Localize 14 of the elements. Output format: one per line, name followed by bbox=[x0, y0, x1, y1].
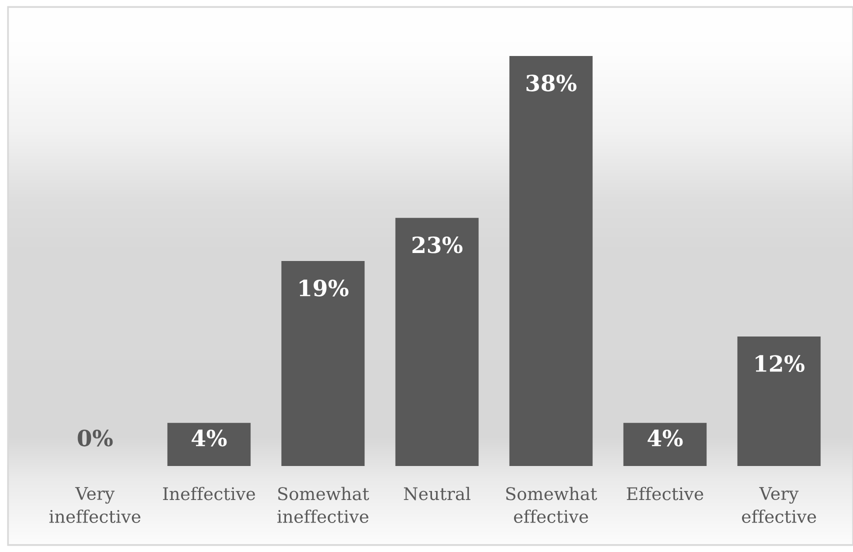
x-tick-label: Effective bbox=[626, 486, 704, 500]
x-tick-label: Very effective bbox=[742, 487, 816, 524]
x-tick-label: Neutral bbox=[404, 486, 470, 500]
x-tick-label: Somewhat ineffective bbox=[277, 486, 370, 524]
data-label: 4% bbox=[648, 430, 683, 446]
data-label: 4% bbox=[192, 430, 227, 446]
x-tick-label: Ineffective bbox=[163, 486, 256, 500]
x-tick-label: Somewhat effective bbox=[506, 486, 598, 524]
data-label: 12% bbox=[756, 355, 804, 372]
x-tick-label: Very ineffective bbox=[49, 487, 140, 524]
data-label: 0% bbox=[78, 430, 113, 446]
data-label: 38% bbox=[526, 74, 576, 92]
data-label: 19% bbox=[300, 280, 348, 296]
data-label: 23% bbox=[412, 236, 462, 254]
